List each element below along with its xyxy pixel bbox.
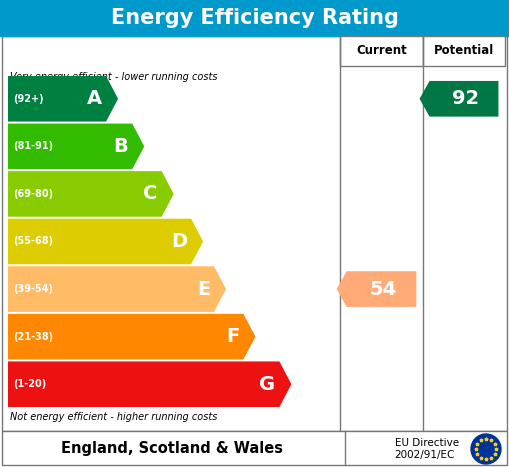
Text: C: C xyxy=(144,184,158,204)
Text: (81-91): (81-91) xyxy=(13,142,53,151)
Bar xyxy=(340,36,423,66)
Text: B: B xyxy=(114,137,128,156)
Polygon shape xyxy=(8,76,118,121)
Polygon shape xyxy=(8,171,174,217)
Polygon shape xyxy=(8,219,203,264)
Text: D: D xyxy=(171,232,187,251)
Text: (1-20): (1-20) xyxy=(13,379,46,389)
Text: Not energy efficient - higher running costs: Not energy efficient - higher running co… xyxy=(10,412,217,422)
Text: Current: Current xyxy=(356,44,407,57)
Text: E: E xyxy=(197,280,210,298)
Text: F: F xyxy=(226,327,239,346)
Text: (92+): (92+) xyxy=(13,94,44,104)
Bar xyxy=(2,431,507,465)
Text: A: A xyxy=(87,89,102,108)
Polygon shape xyxy=(8,314,256,360)
Polygon shape xyxy=(8,361,292,407)
Text: Energy Efficiency Rating: Energy Efficiency Rating xyxy=(110,8,399,28)
Text: EU Directive
2002/91/EC: EU Directive 2002/91/EC xyxy=(394,438,459,460)
Text: G: G xyxy=(259,375,275,394)
Text: (55-68): (55-68) xyxy=(13,236,53,247)
Bar xyxy=(2,36,507,431)
Text: 54: 54 xyxy=(370,280,397,298)
Bar xyxy=(0,0,509,36)
Text: (69-80): (69-80) xyxy=(13,189,53,199)
Text: England, Scotland & Wales: England, Scotland & Wales xyxy=(62,441,284,457)
Bar xyxy=(423,36,505,66)
Text: Potential: Potential xyxy=(434,44,494,57)
Text: (39-54): (39-54) xyxy=(13,284,53,294)
Circle shape xyxy=(471,434,501,464)
Polygon shape xyxy=(419,81,498,117)
Text: (21-38): (21-38) xyxy=(13,332,53,342)
Text: Very energy efficient - lower running costs: Very energy efficient - lower running co… xyxy=(10,72,217,82)
Polygon shape xyxy=(8,266,226,312)
Polygon shape xyxy=(8,124,144,169)
Text: 92: 92 xyxy=(453,89,479,108)
Polygon shape xyxy=(336,271,416,307)
